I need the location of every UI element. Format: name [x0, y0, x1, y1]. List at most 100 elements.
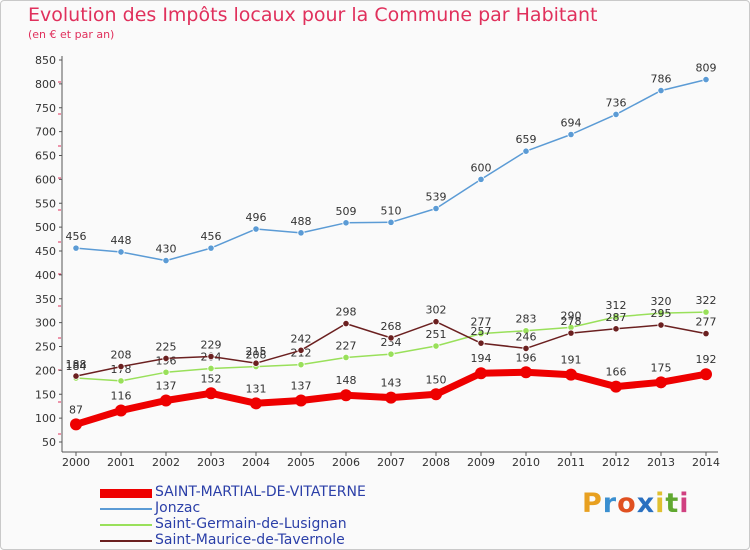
proxiti-logo: Proxiti: [582, 488, 690, 519]
y-tick-label: 500: [35, 221, 56, 234]
data-label: 137: [156, 379, 177, 392]
data-point: [477, 175, 485, 183]
data-label: 290: [561, 309, 582, 322]
legend-label-jonzac: Jonzac: [155, 500, 201, 516]
data-point: [612, 110, 620, 119]
y-tick-label: 50: [42, 436, 56, 449]
data-label: 295: [651, 307, 672, 320]
y-tick-label: 300: [35, 317, 56, 330]
data-label: 736: [606, 96, 627, 109]
data-point: [162, 256, 170, 265]
data-label: 208: [111, 349, 132, 362]
data-point: [612, 325, 620, 333]
data-label: 278: [561, 315, 582, 328]
data-point: [207, 352, 215, 361]
y-tick-label: 350: [35, 293, 56, 306]
y-tick-label: 200: [35, 364, 56, 377]
data-point: [657, 86, 665, 95]
data-point: [477, 339, 485, 347]
logo-letter: o: [617, 488, 637, 519]
x-tick-label: 2006: [332, 456, 360, 469]
y-tick-label: 550: [35, 197, 56, 210]
data-point: [252, 225, 260, 233]
legend-swatch-jonzac: [100, 508, 152, 510]
x-tick-label: 2009: [467, 456, 495, 469]
data-label: 184: [66, 360, 87, 373]
data-label: 194: [471, 352, 492, 365]
logo-letter: i: [679, 488, 690, 519]
data-label: 456: [66, 230, 87, 243]
logo-letter: r: [602, 488, 618, 519]
data-label: 509: [336, 205, 357, 218]
data-label: 87: [69, 403, 83, 416]
x-tick-label: 2011: [557, 456, 585, 469]
x-tick-label: 2007: [377, 456, 405, 469]
data-point: [520, 366, 532, 379]
x-tick-label: 2003: [197, 456, 225, 469]
data-point: [342, 319, 350, 328]
data-point: [72, 244, 80, 252]
data-label: 152: [201, 372, 222, 385]
data-point: [207, 244, 215, 252]
x-tick-label: 2008: [422, 456, 450, 469]
data-point: [702, 75, 710, 84]
data-point: [160, 394, 172, 407]
data-label: 150: [426, 373, 447, 386]
data-point: [297, 229, 305, 237]
data-point: [387, 218, 395, 226]
x-tick-label: 2001: [107, 456, 135, 469]
data-point: [252, 359, 260, 367]
data-label: 430: [156, 243, 177, 256]
data-label: 302: [426, 304, 447, 317]
data-label: 137: [291, 379, 312, 392]
data-label: 229: [201, 339, 222, 352]
data-point: [387, 350, 395, 358]
data-point: [297, 361, 305, 369]
data-point: [522, 344, 530, 353]
data-point: [162, 354, 170, 363]
y-tick-label: 850: [35, 54, 56, 67]
data-point: [432, 204, 440, 213]
data-label: 215: [246, 345, 267, 358]
chart-title: Evolution des Impôts locaux pour la Comm…: [28, 4, 598, 26]
data-label: 143: [381, 377, 402, 390]
data-label: 257: [471, 325, 492, 338]
data-point: [565, 368, 577, 381]
data-label: 148: [336, 374, 357, 387]
logo-letter: t: [665, 488, 680, 519]
data-point: [297, 346, 305, 354]
data-label: 448: [111, 234, 132, 247]
logo-letter: x: [636, 488, 656, 519]
data-point: [522, 327, 530, 335]
data-point: [477, 330, 485, 338]
legend-swatch-saint-martial: [100, 489, 152, 498]
data-label: 227: [336, 339, 357, 352]
data-label: 320: [651, 295, 672, 308]
data-point: [702, 330, 710, 338]
x-tick-label: 2000: [62, 456, 90, 469]
x-tick-label: 2005: [287, 456, 315, 469]
data-point: [657, 321, 665, 329]
data-label: 242: [291, 332, 312, 345]
data-label: 456: [201, 230, 222, 243]
data-point: [342, 219, 350, 227]
data-label: 786: [651, 73, 672, 86]
data-point: [700, 368, 712, 381]
data-label: 322: [696, 294, 717, 307]
data-point: [655, 376, 667, 389]
legend-label-saint-martial: SAINT-MARTIAL-DE-VITATERNE: [155, 484, 366, 500]
data-label: 298: [336, 306, 357, 319]
data-label: 191: [561, 354, 582, 367]
data-label: 809: [696, 62, 717, 75]
data-point: [117, 377, 125, 385]
chart-subtitle: (en € et par an): [28, 28, 115, 41]
legend-swatch-saint-maurice: [100, 540, 152, 542]
y-tick-label: 600: [35, 173, 56, 186]
data-label: 488: [291, 215, 312, 228]
data-label: 166: [606, 366, 627, 379]
x-tick-label: 2002: [152, 456, 180, 469]
data-label: 312: [606, 299, 627, 312]
data-label: 131: [246, 382, 267, 395]
